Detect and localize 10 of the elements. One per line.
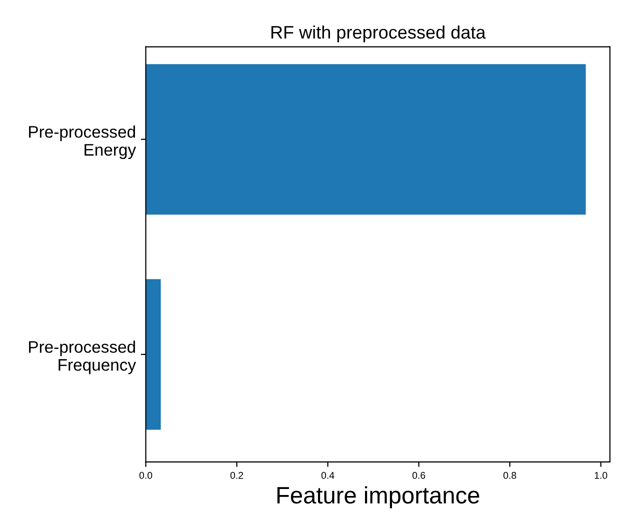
x-tick-label: 1.0 — [594, 472, 608, 479]
x-tick-label: 0.4 — [321, 472, 334, 479]
x-tick-label: 0.0 — [139, 472, 152, 479]
x-tick-label: 0.8 — [503, 472, 516, 479]
y-tick-label: Pre-processed Energy — [29, 126, 136, 160]
y-tick-label: Pre-processed Frequency — [29, 340, 136, 374]
x-tick-label: 0.6 — [412, 472, 426, 479]
x-axis-title: Feature importance — [277, 486, 480, 508]
chart-title: RF with preprocessed data — [271, 25, 486, 42]
x-tick-label: 0.2 — [230, 472, 244, 479]
